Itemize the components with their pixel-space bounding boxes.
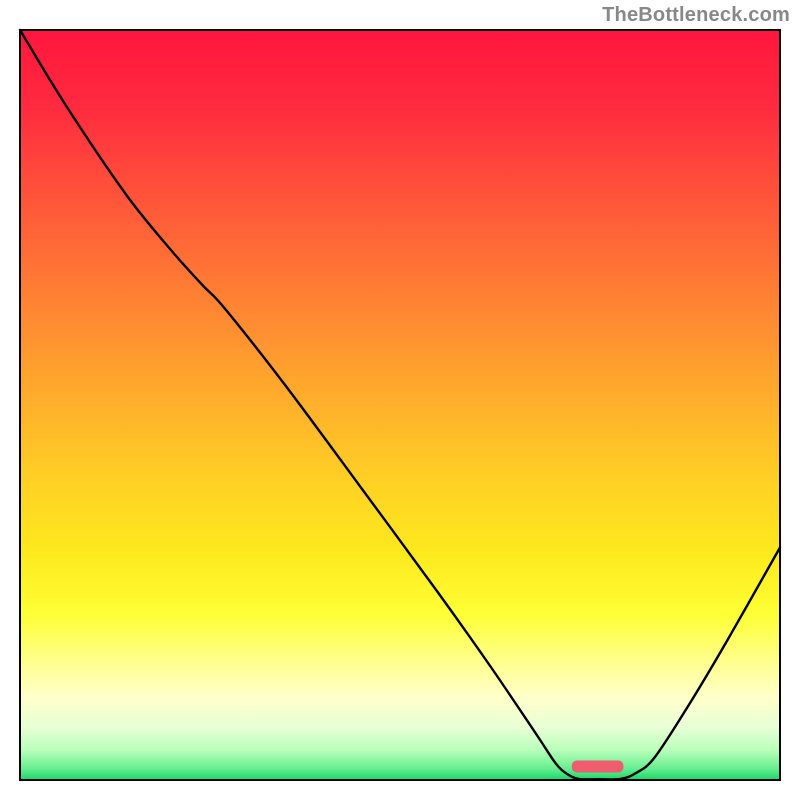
chart-svg bbox=[0, 0, 800, 800]
chart-container: TheBottleneck.com bbox=[0, 0, 800, 800]
optimum-marker bbox=[572, 761, 624, 773]
watermark-label: TheBottleneck.com bbox=[602, 4, 790, 27]
gradient-background bbox=[20, 30, 780, 780]
